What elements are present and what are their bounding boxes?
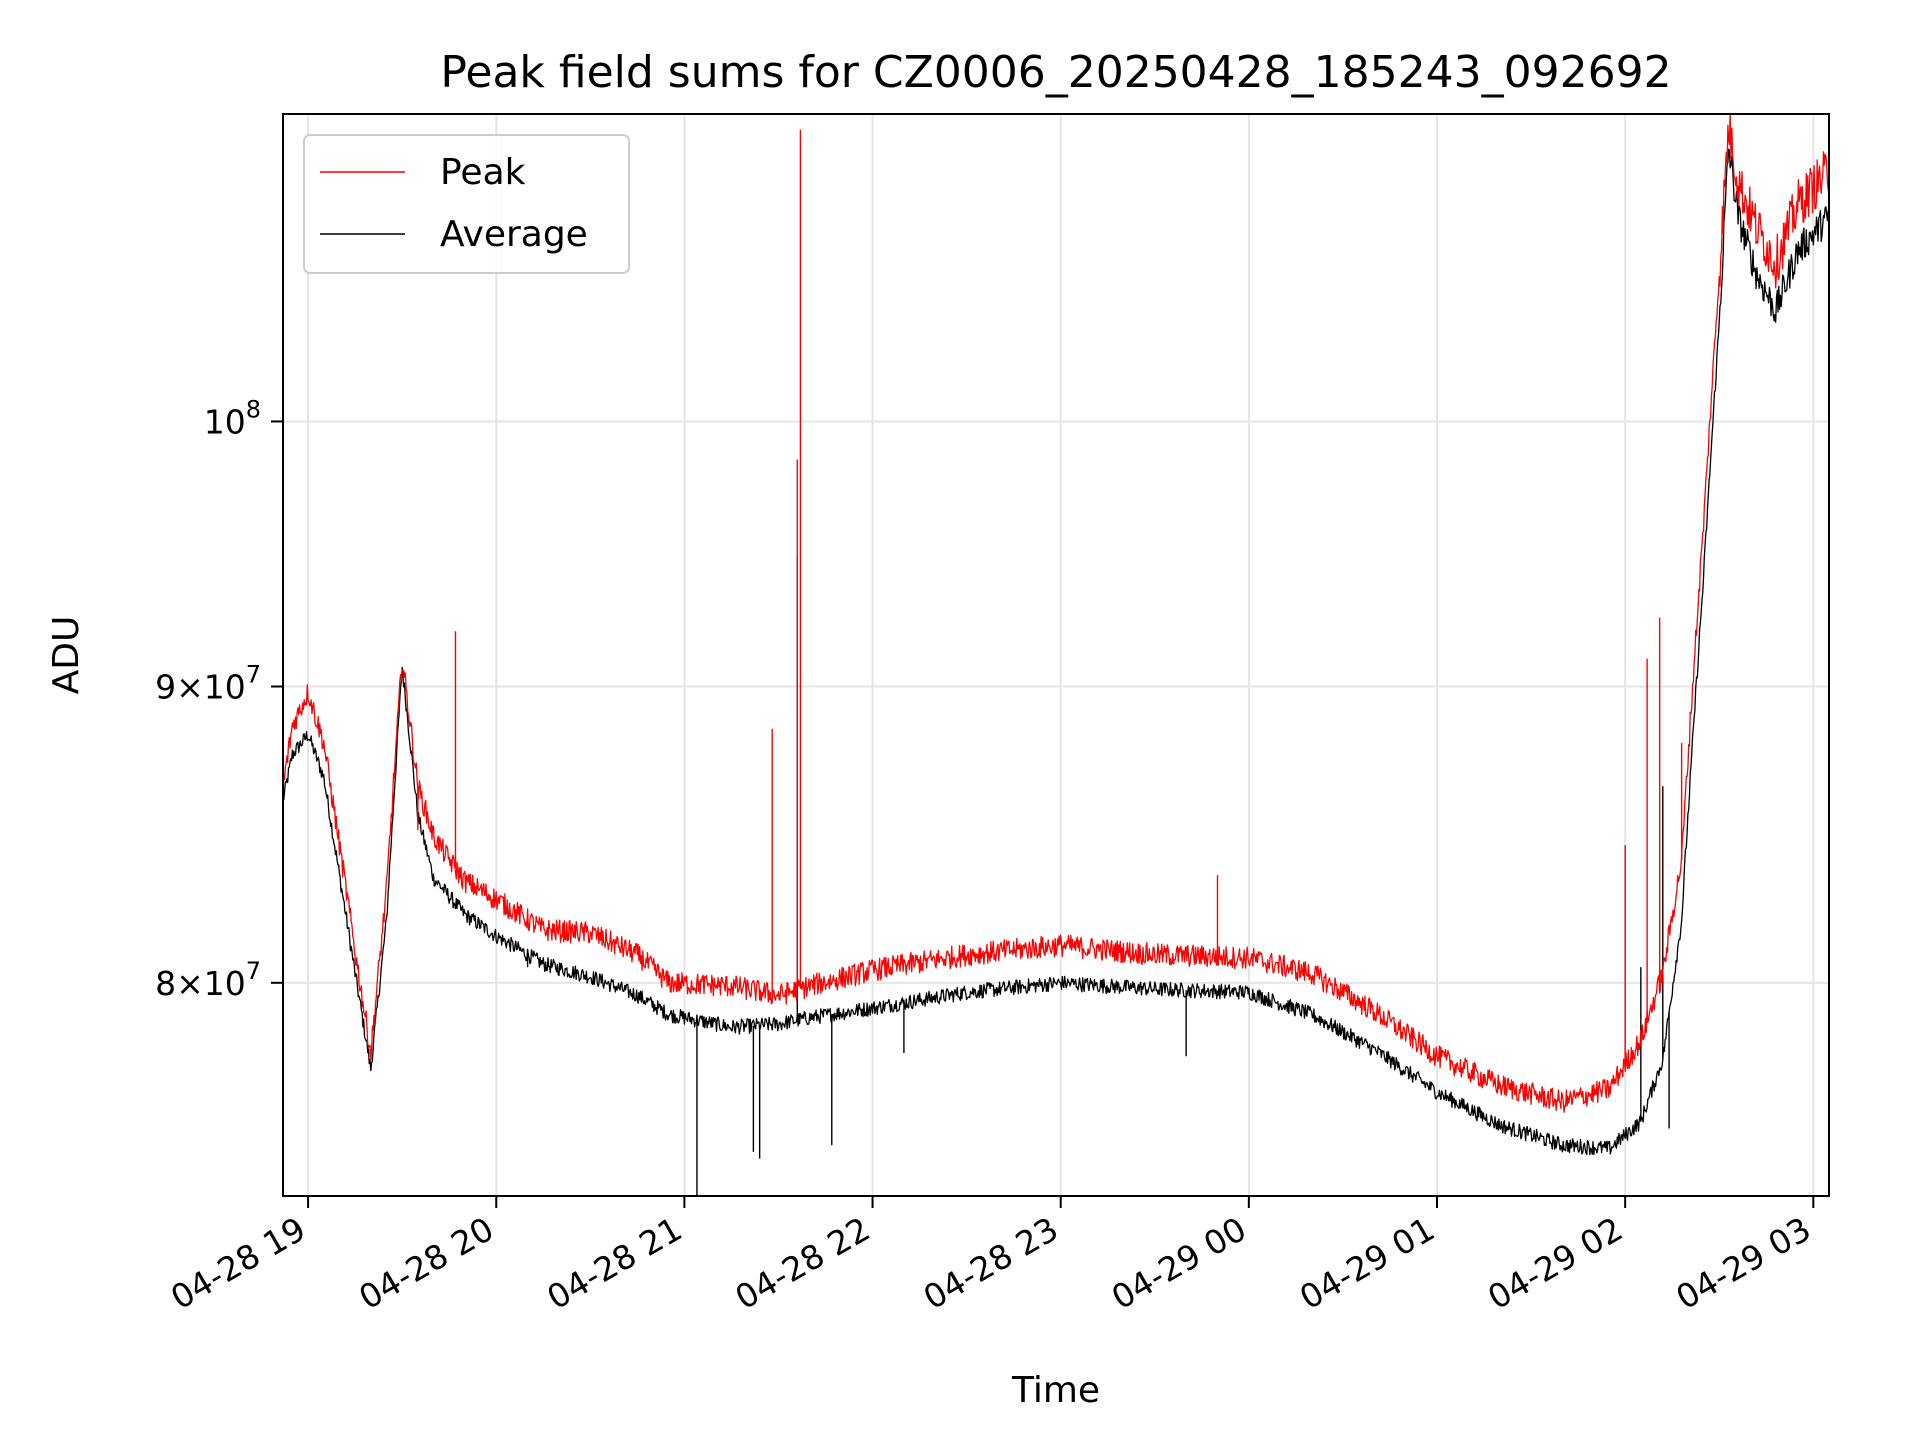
y-tick-exponent: 7 bbox=[246, 661, 261, 689]
y-tick-times: ×10 bbox=[176, 668, 246, 707]
series-line-average bbox=[283, 148, 1829, 1156]
chart-title: Peak field sums for CZ0006_20250428_1852… bbox=[440, 47, 1671, 98]
y-tick-base: 10 bbox=[204, 402, 246, 441]
y-tick-exponent: 7 bbox=[246, 957, 261, 985]
y-axis-label: ADU bbox=[46, 616, 87, 695]
y-tick-mantissa: 9 bbox=[155, 668, 176, 707]
y-tick-times: ×10 bbox=[176, 964, 246, 1003]
legend-label-average: Average bbox=[440, 214, 588, 255]
y-tick-label: 108 bbox=[204, 395, 261, 441]
plot-frame bbox=[282, 113, 1830, 1197]
y-tick-mantissa: 8 bbox=[155, 964, 176, 1003]
y-tick-label: 8×107 bbox=[155, 957, 261, 1003]
y-tick-label: 9×107 bbox=[155, 661, 261, 707]
legend-box bbox=[303, 134, 630, 274]
series-layer bbox=[283, 114, 1829, 1196]
series-line-peak bbox=[283, 114, 1829, 1113]
x-axis-label: Time bbox=[1011, 1370, 1100, 1411]
legend-label-peak: Peak bbox=[440, 152, 526, 193]
y-tick-exponent: 8 bbox=[246, 395, 261, 423]
legend: Peak Average bbox=[303, 134, 630, 274]
